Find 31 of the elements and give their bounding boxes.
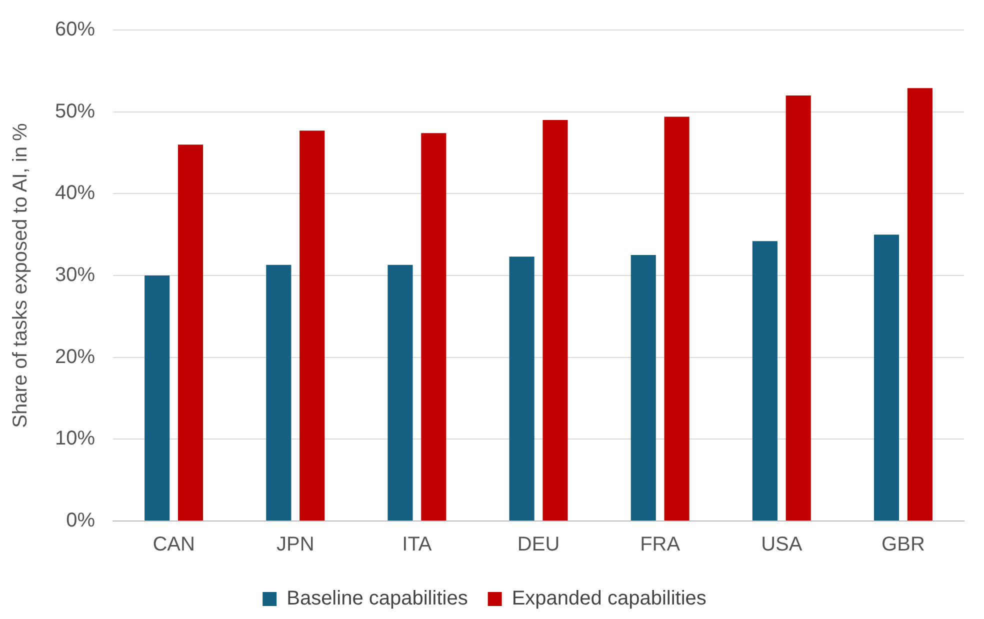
y-axis-title: Share of tasks exposed to AI, in % bbox=[10, 122, 32, 428]
bar bbox=[266, 264, 292, 520]
bar bbox=[874, 234, 900, 520]
x-tick-label: USA bbox=[761, 534, 803, 556]
y-tick-label: 30% bbox=[55, 264, 96, 286]
bar bbox=[786, 95, 811, 520]
bar bbox=[664, 116, 690, 520]
y-tick-label: 50% bbox=[55, 100, 96, 122]
bar bbox=[144, 276, 170, 520]
x-tick-label: DEU bbox=[517, 534, 560, 556]
y-tick-label: 60% bbox=[55, 18, 96, 41]
x-tick-label: CAN bbox=[152, 534, 195, 556]
bar bbox=[542, 120, 568, 520]
bar bbox=[509, 256, 534, 520]
legend-label: Expanded capabilities bbox=[512, 588, 706, 610]
bar bbox=[300, 130, 325, 520]
x-tick-label: ITA bbox=[402, 534, 432, 556]
bar bbox=[178, 144, 204, 520]
x-tick-label: GBR bbox=[882, 534, 925, 556]
y-tick-label: 10% bbox=[55, 428, 96, 450]
y-tick-label: 40% bbox=[55, 182, 96, 204]
bar bbox=[752, 241, 778, 520]
y-tick-label: 0% bbox=[66, 510, 96, 532]
y-tick-label: 20% bbox=[55, 346, 96, 368]
bar bbox=[630, 255, 656, 520]
bar bbox=[421, 133, 446, 520]
bar bbox=[388, 264, 413, 520]
x-tick-label: JPN bbox=[276, 534, 314, 556]
bar bbox=[907, 88, 932, 520]
x-tick-label: FRA bbox=[640, 534, 681, 556]
legend-label: Baseline capabilities bbox=[286, 588, 468, 610]
